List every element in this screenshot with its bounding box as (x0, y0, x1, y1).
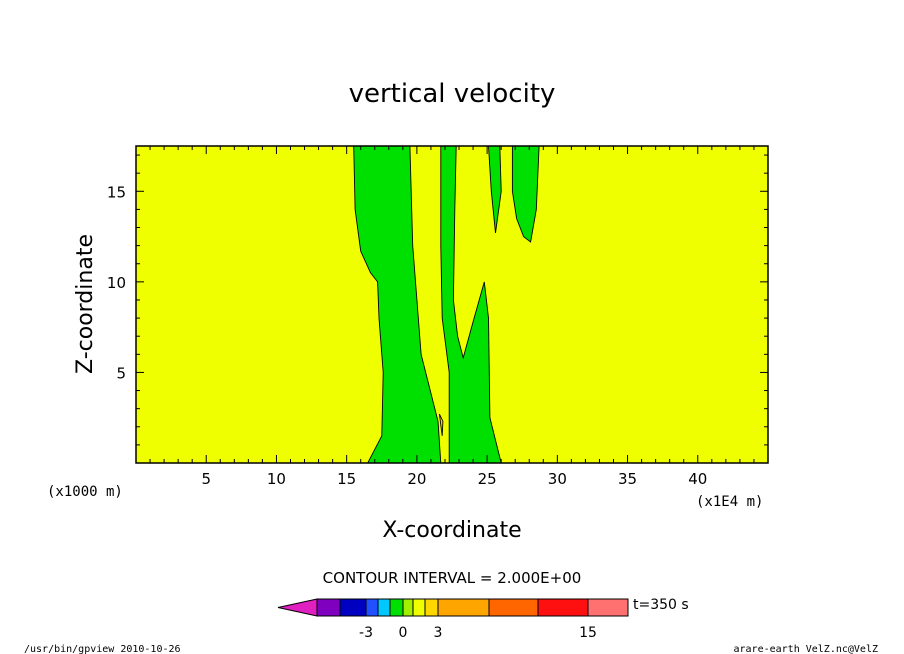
y-axis-label: Z-coordinate (73, 234, 98, 374)
y-tick-label: 5 (116, 364, 126, 382)
x-unit-left: (x1000 m) (47, 484, 123, 500)
y-tick-label: 15 (107, 183, 126, 201)
colorbar-swatch-0 (277, 598, 318, 617)
colorbar-swatch-11 (537, 598, 589, 617)
colorbar-label: -3 (359, 625, 373, 641)
colorbar-swatch-8 (424, 598, 439, 617)
chart-title: vertical velocity (349, 79, 556, 109)
colorbar-swatch-12 (587, 598, 629, 617)
colorbar-swatch-4 (377, 598, 391, 617)
plot-area (136, 145, 768, 464)
x-unit-right: (x1E4 m) (696, 494, 763, 510)
colorbar-label: 3 (434, 625, 443, 641)
footer-left: /usr/bin/gpview 2010-10-26 (24, 644, 181, 654)
x-tick-label: 35 (618, 470, 637, 488)
x-tick-label: 25 (478, 470, 497, 488)
contour-region-4 (511, 145, 540, 243)
axes: 5 10 15 20 25 30 35 40 5 10 15 (107, 145, 769, 488)
x-tick-label: 40 (688, 470, 707, 488)
colorbar: -3 0 3 15 (277, 598, 629, 641)
contour-interval-text: CONTOUR INTERVAL = 2.000E+00 (323, 569, 582, 587)
colorbar-swatch-6 (402, 598, 414, 617)
footer-right: arare-earth_VelZ.nc@VelZ (734, 644, 879, 654)
colorbar-swatch-2 (339, 598, 367, 617)
contour-region-5 (438, 413, 444, 436)
plot-frame (135, 145, 769, 464)
contour-region-2 (440, 145, 502, 464)
contour-region-1 (353, 145, 442, 464)
colorbar-swatch-9 (437, 598, 490, 617)
colorbar-swatch-1 (316, 598, 341, 617)
x-tick-label: 20 (407, 470, 426, 488)
x-tick-label: 5 (201, 470, 211, 488)
time-label: t=350 s (633, 597, 689, 613)
colorbar-swatch-7 (412, 598, 426, 617)
y-tick-label: 10 (107, 274, 126, 292)
x-axis-label: X-coordinate (382, 518, 521, 543)
colorbar-label: 15 (579, 625, 597, 641)
colorbar-label: 0 (399, 625, 408, 641)
colorbar-swatch-3 (365, 598, 379, 617)
colorbar-swatch-10 (488, 598, 539, 617)
x-tick-label: 10 (267, 470, 286, 488)
colorbar-swatch-5 (389, 598, 404, 617)
x-tick-label: 15 (337, 470, 356, 488)
x-tick-label: 30 (548, 470, 567, 488)
